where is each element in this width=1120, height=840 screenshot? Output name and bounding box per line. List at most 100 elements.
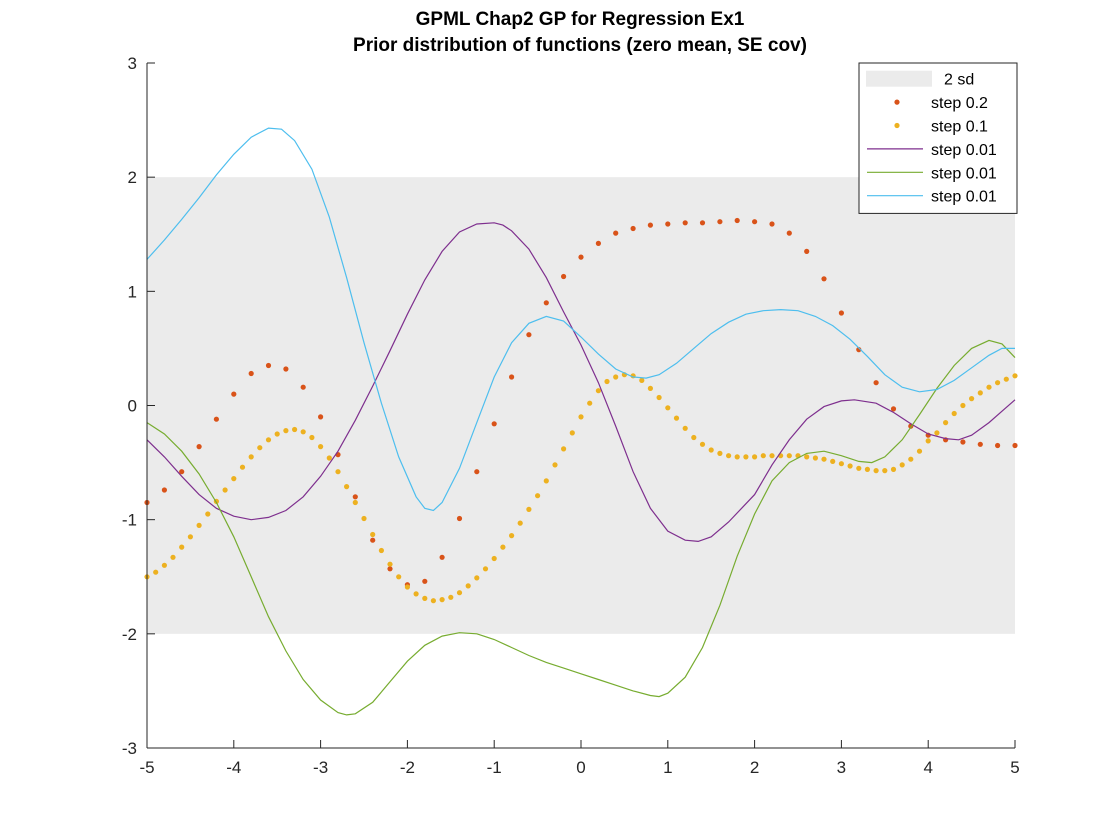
- band-2sd: [147, 177, 1015, 634]
- data-point: [361, 515, 367, 522]
- x-tick-label: 4: [923, 758, 932, 777]
- data-point: [257, 445, 263, 451]
- data-point: [986, 384, 992, 390]
- data-point: [578, 414, 584, 420]
- data-point: [977, 390, 983, 396]
- data-point: [500, 544, 506, 550]
- data-point: [613, 230, 619, 236]
- data-point: [439, 597, 445, 603]
- data-point: [283, 428, 289, 434]
- data-point: [378, 547, 384, 554]
- data-point: [465, 583, 471, 589]
- x-tick-label: 2: [750, 758, 759, 777]
- data-point: [743, 454, 749, 460]
- x-tick-label: -5: [139, 758, 154, 777]
- data-point: [439, 554, 445, 560]
- x-tick-label: -4: [226, 758, 241, 777]
- chart-title: GPML Chap2 GP for Regression Ex1: [416, 9, 745, 30]
- data-point: [196, 522, 202, 529]
- data-point: [943, 420, 949, 426]
- axes: -5 -4 -3 -2 -1 0 1 2 3 4 5 -3 -2 -1 0 1 2 3: [122, 54, 1020, 777]
- data-point: [170, 554, 176, 560]
- x-tick-label: 1: [663, 758, 672, 777]
- data-point: [951, 410, 957, 417]
- data-point: [890, 466, 897, 472]
- data-point: [882, 468, 888, 474]
- data-point: [1003, 376, 1009, 382]
- data-point: [647, 385, 654, 391]
- data-point: [899, 462, 905, 468]
- data-point: [604, 378, 610, 385]
- data-point: [396, 574, 402, 580]
- data-point: [960, 439, 966, 445]
- data-point: [535, 493, 541, 499]
- data-point: [587, 400, 593, 406]
- y-tick-label: 0: [128, 397, 137, 416]
- data-point: [934, 430, 940, 436]
- data-point: [595, 240, 602, 246]
- data-point: [561, 446, 567, 452]
- series-dots-1: [144, 372, 1018, 604]
- data-point: [786, 230, 792, 236]
- data-point: [665, 221, 671, 227]
- data-point: [864, 466, 871, 472]
- data-point: [413, 591, 419, 597]
- y-tick-label: -2: [122, 625, 137, 644]
- data-point: [491, 555, 497, 562]
- x-tick-label: -3: [313, 758, 328, 777]
- x-tick-label: 5: [1010, 758, 1019, 777]
- data-point: [752, 454, 758, 460]
- data-point: [856, 347, 862, 353]
- data-point: [179, 469, 185, 475]
- data-point: [847, 463, 853, 469]
- legend-label-2: step 0.01: [931, 142, 997, 159]
- data-point: [916, 448, 923, 454]
- data-point: [248, 454, 254, 460]
- legend-label-band: 2 sd: [944, 72, 974, 89]
- data-point: [838, 310, 845, 316]
- data-point: [717, 219, 723, 225]
- data-point: [491, 421, 497, 427]
- data-point: [509, 533, 515, 539]
- data-point: [318, 414, 324, 420]
- data-point: [682, 220, 688, 226]
- data-point: [699, 441, 706, 447]
- legend: 2 sd step 0.2 step 0.1 step 0.01 step 0.01 st…: [858, 62, 1018, 214]
- x-tick-label: 0: [576, 758, 585, 777]
- data-point: [222, 487, 228, 493]
- data-point: [873, 468, 879, 474]
- series-line-4: [146, 127, 1015, 512]
- data-point: [647, 222, 654, 228]
- data-point: [752, 219, 758, 225]
- data-point: [699, 220, 706, 226]
- data-point: [804, 248, 810, 254]
- data-point: [482, 566, 489, 572]
- data-point: [717, 450, 723, 456]
- data-point: [969, 396, 975, 402]
- data-point: [656, 394, 662, 401]
- x-tick-label: -1: [487, 758, 502, 777]
- data-point: [300, 429, 306, 435]
- data-point: [639, 377, 645, 383]
- data-point: [630, 225, 636, 232]
- data-point: [821, 456, 827, 462]
- data-point: [370, 531, 376, 538]
- data-point: [665, 405, 671, 411]
- data-point: [526, 332, 532, 338]
- data-point: [613, 374, 619, 380]
- data-point: [456, 515, 463, 522]
- data-point: [179, 544, 185, 550]
- data-point: [595, 388, 602, 394]
- data-point: [726, 453, 732, 459]
- data-point: [925, 438, 931, 444]
- legend-label-4: step 0.01: [931, 189, 997, 206]
- data-point: [265, 362, 272, 369]
- data-point: [1012, 442, 1018, 449]
- y-tick-label: -3: [122, 739, 137, 758]
- data-point: [543, 300, 549, 306]
- data-point: [231, 476, 237, 482]
- data-point: [995, 442, 1001, 449]
- data-point: [370, 537, 376, 543]
- series-line-2: [146, 222, 1016, 543]
- data-point: [708, 447, 714, 453]
